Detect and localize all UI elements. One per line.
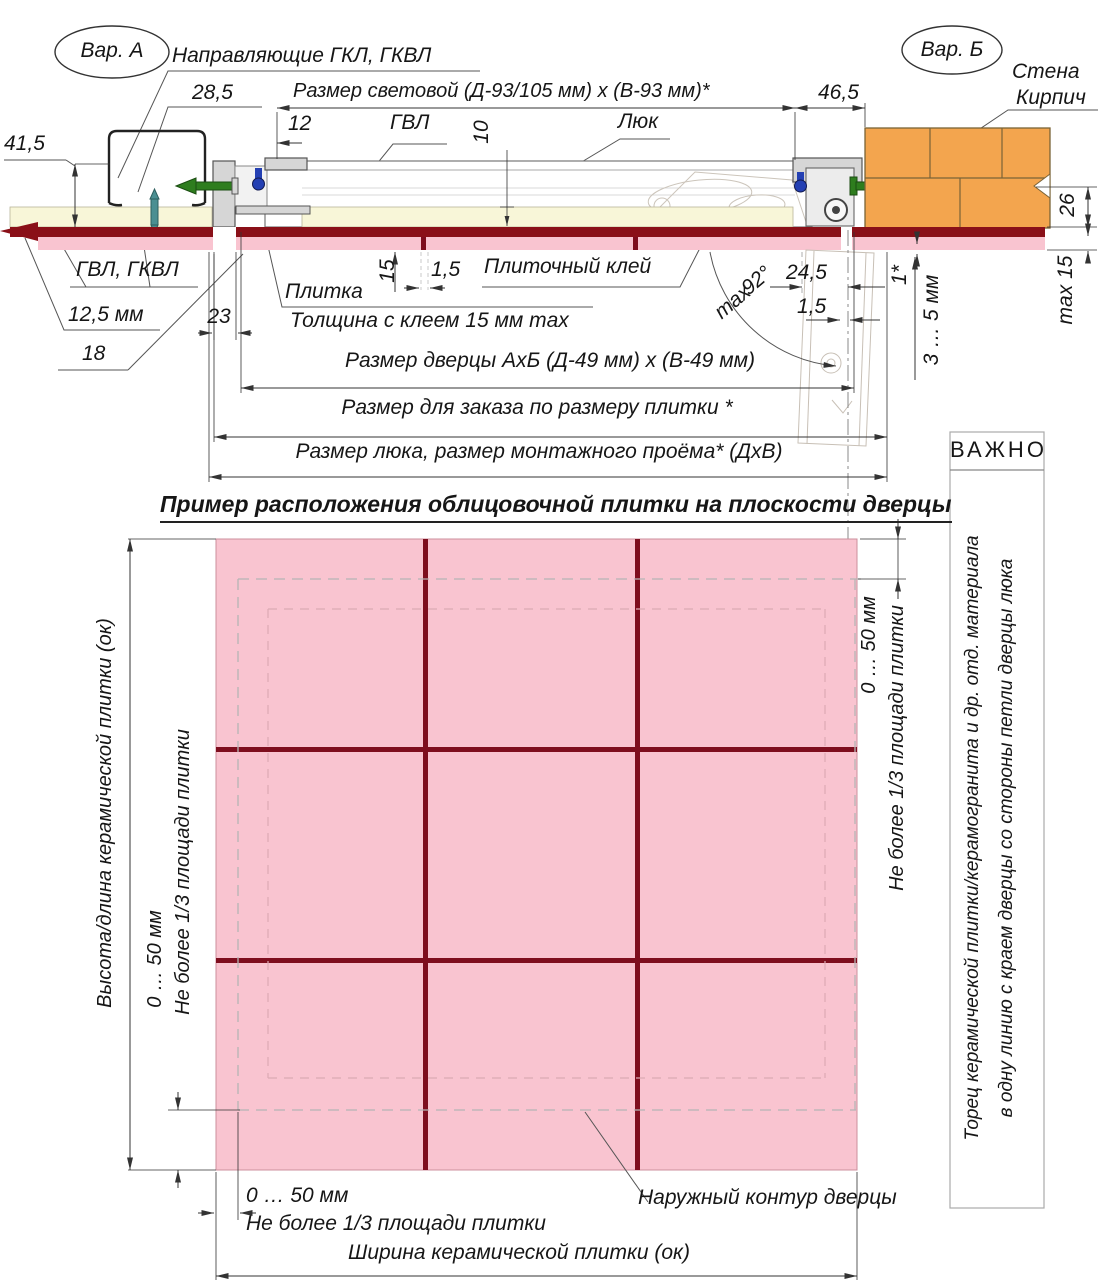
important-note-box [949,431,1045,1209]
hatch-label: Люк [618,110,659,133]
important-note-line2: в одну линию с краем дверцы со стороны п… [995,558,1017,1118]
dim-28-5: 28,5 [192,81,233,104]
gvl-gkvl-label: ГВЛ, ГКВЛ [76,258,179,281]
hatch-door-face-lines [302,169,795,196]
tile-joint-b [633,237,638,250]
door-inner-contour-dashed [267,608,826,1079]
tile-joint-a [421,237,426,250]
tile-layout-grid [215,538,858,1171]
offset-left-note: Не более 1/3 площади плитки [172,729,194,1015]
variant-a-label: Вар. А [80,39,144,62]
gvl-label: ГВЛ [390,111,430,134]
dim-26: 26 [1056,193,1079,217]
gvl-screw-teal [149,187,160,235]
left-frame-assembly [149,157,311,235]
dim-1-5-mid: 1,5 [431,258,461,281]
wall-break-mark [1033,173,1051,199]
tile-gap-left [213,227,236,250]
tile-width-label: Ширина керамической плитки (ок) [348,1241,690,1264]
offset-right-note: Не более 1/3 площади плитки [886,605,908,891]
important-note-text: Торец керамической плитки/керамогранита … [956,478,1024,1198]
gkl-guide-profile [107,129,207,207]
open-door-ghost [797,249,875,447]
dim-max-15: max 15 [1054,255,1077,325]
tile-label: Плитка [285,280,363,303]
dim-23: 23 [207,305,231,328]
tile-glue-label: Плиточный клей [484,255,652,278]
dim-41-5: 41,5 [4,132,45,155]
door-gvl-panel [301,206,794,228]
dim-46-5: 46,5 [818,81,859,104]
tile-height-label: Высота/длина керамической плитки (ок) [94,618,116,1008]
grid-dimension-lines [127,519,906,1280]
dim-10: 10 [470,120,493,144]
bolt-blue-right [797,172,804,184]
dim-18: 18 [82,342,106,365]
light-size-label: Размер световой (Д-93/105 мм) х (В-93 мм… [293,80,710,102]
door-outer-contour-dashed [237,578,866,1111]
guides-label: Направляющие ГКЛ, ГКВЛ [172,44,432,67]
offset-bottom: 0 … 50 мм [246,1184,349,1207]
outer-contour-label: Наружный контур дверцы [638,1186,897,1209]
dimension-lines [72,103,1097,482]
dim-12-5: 12,5 мм [68,303,144,326]
wall-label-line2: Кирпич [1016,86,1086,109]
order-size-label: Размер для заказа по размеру плитки * [341,396,733,419]
offset-right: 0 … 50 мм [858,596,880,694]
offset-bottom-note: Не более 1/3 площади плитки [246,1212,546,1235]
door-size-label: Размер дверцы АхБ (Д-49 мм) х (В-49 мм) [344,349,755,372]
thickness-label: Толщина с клеем 15 мм max [290,309,569,332]
bottom-section-title: Пример расположения облицовочной плитки … [160,491,952,523]
important-note-line1: Торец керамической плитки/керамогранита … [962,535,983,1141]
bolt-blue-left [255,168,262,182]
wall-label-line1: Стена [1012,60,1080,83]
tile-gap-right [841,227,852,250]
swing-arc-92 [709,251,837,368]
frame-screw-left [193,181,235,191]
dim-1-star: 1* [888,265,911,285]
dim-12: 12 [288,112,312,135]
adhesive-layer [0,222,1045,241]
ceiling-gvl-layer [9,206,213,228]
dim-3-5: 3 … 5 мм [920,274,943,366]
dim-15: 15 [376,259,399,283]
variant-b-balloon [901,25,1003,75]
offset-left: 0 … 50 мм [144,910,166,1008]
tile-layer [38,237,1045,250]
variant-a-balloon [54,25,170,79]
brick-wall [864,127,1051,229]
important-header: ВАЖНО [950,437,1047,462]
dim-1-5-top: 1,5 [797,295,827,318]
variant-b-label: Вар. Б [920,38,984,61]
hatch-size-label: Размер люка, размер монтажного проёма* (… [295,440,783,463]
dim-24-5: 24,5 [786,261,827,284]
